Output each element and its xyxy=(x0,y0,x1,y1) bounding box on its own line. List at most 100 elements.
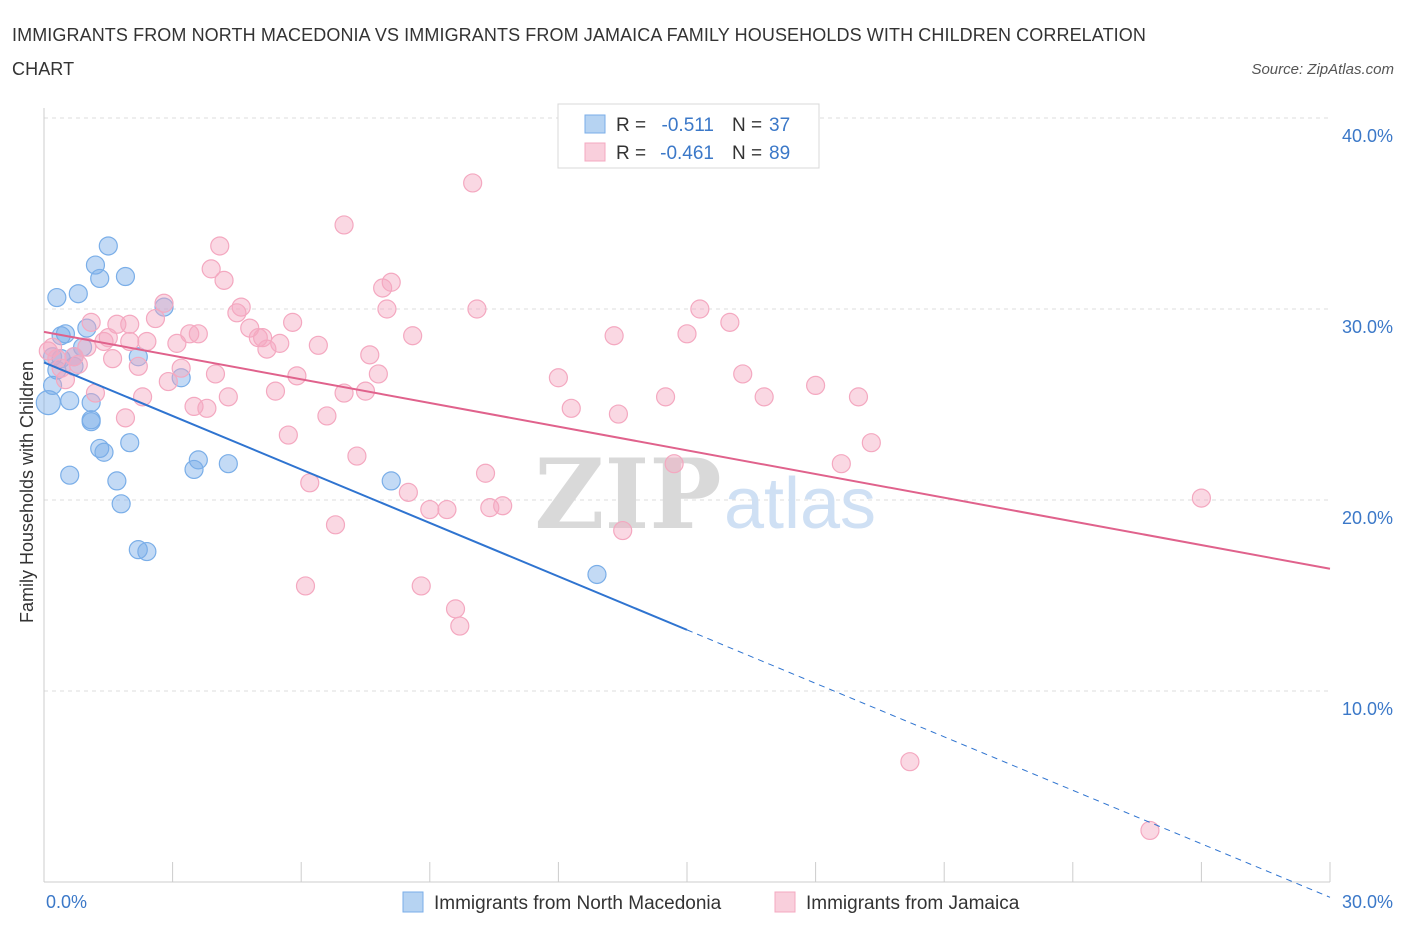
legend-n-label-0: N = xyxy=(732,115,762,136)
point-jamaica-85 xyxy=(848,387,869,407)
point-macedonia-4 xyxy=(47,287,67,308)
legend: R = -0.511 N = 37 R = -0.461 N = 89 xyxy=(557,103,820,169)
point-jamaica-58 xyxy=(381,272,401,292)
legend-n-value-0: 37 xyxy=(769,115,790,136)
bottom-legend: Immigrants from North Macedonia Immigrant… xyxy=(402,891,1020,914)
grid-lines xyxy=(44,117,1330,692)
axes xyxy=(43,108,1331,883)
point-jamaica-62 xyxy=(420,499,440,520)
point-jamaica-44 xyxy=(287,366,307,386)
point-jamaica-60 xyxy=(403,326,423,346)
point-macedonia-7 xyxy=(60,465,80,485)
point-jamaica-45 xyxy=(295,576,316,596)
point-jamaica-16 xyxy=(120,314,140,334)
point-jamaica-20 xyxy=(145,308,166,329)
bottom-legend-label-0: Immigrants from North Macedonia xyxy=(434,893,722,914)
point-jamaica-73 xyxy=(604,326,624,346)
tick-labels: 10.0% 20.0% 30.0% 40.0% 0.0% 30.0% xyxy=(46,126,1393,912)
point-macedonia-23 xyxy=(111,494,131,514)
point-jamaica-31 xyxy=(210,236,230,256)
trend-line-macedonia xyxy=(43,361,688,631)
y-tick-label-20: 20.0% xyxy=(1342,508,1393,528)
point-jamaica-81 xyxy=(733,364,753,384)
point-jamaica-51 xyxy=(334,215,354,235)
point-jamaica-17 xyxy=(128,356,148,376)
point-macedonia-16 xyxy=(81,392,101,413)
point-macedonia-35 xyxy=(587,564,607,585)
point-jamaica-29 xyxy=(201,259,221,279)
point-jamaica-55 xyxy=(368,364,388,384)
point-jamaica-67 xyxy=(467,299,487,319)
point-macedonia-34 xyxy=(381,471,401,491)
point-jamaica-89 xyxy=(1191,488,1212,508)
legend-r-value-1: -0.461 xyxy=(660,143,714,164)
point-jamaica-74 xyxy=(608,404,629,424)
point-jamaica-61 xyxy=(411,576,431,596)
point-macedonia-32 xyxy=(188,450,208,470)
point-jamaica-75 xyxy=(613,520,633,541)
point-jamaica-63 xyxy=(437,499,457,520)
point-jamaica-77 xyxy=(664,454,684,474)
point-jamaica-12 xyxy=(102,349,123,369)
point-macedonia-18 xyxy=(90,268,110,289)
point-jamaica-70 xyxy=(493,496,513,516)
watermark-atlas: atlas xyxy=(724,464,876,544)
point-jamaica-52 xyxy=(347,446,367,466)
point-macedonia-28 xyxy=(137,541,157,562)
point-jamaica-24 xyxy=(171,358,191,378)
point-jamaica-32 xyxy=(214,270,234,290)
x-tick-label-max: 30.0% xyxy=(1342,892,1393,912)
legend-r-label-1: R = xyxy=(616,143,646,164)
point-jamaica-71 xyxy=(548,368,569,388)
point-jamaica-59 xyxy=(398,482,418,502)
legend-swatch-0 xyxy=(584,114,606,134)
watermark: ZIP atlas xyxy=(534,438,876,551)
point-jamaica-21 xyxy=(154,293,174,313)
point-jamaica-27 xyxy=(188,324,208,344)
y-axis-label: Family Households with Children xyxy=(17,361,37,623)
point-jamaica-42 xyxy=(278,425,298,445)
point-jamaica-79 xyxy=(690,299,710,319)
point-jamaica-43 xyxy=(283,312,303,332)
y-axis-title: Family Households with Children xyxy=(17,361,37,623)
point-macedonia-8 xyxy=(60,391,80,411)
trend-lines xyxy=(43,330,1331,898)
legend-n-value-1: 89 xyxy=(769,143,790,164)
point-jamaica-65 xyxy=(450,616,470,636)
point-jamaica-6 xyxy=(68,354,88,374)
point-jamaica-57 xyxy=(377,299,397,319)
data-points xyxy=(35,173,1212,841)
point-jamaica-8 xyxy=(81,312,101,332)
point-jamaica-23 xyxy=(167,333,187,353)
point-jamaica-80 xyxy=(720,312,740,332)
bottom-legend-swatch-1 xyxy=(774,891,796,913)
point-jamaica-84 xyxy=(831,454,851,474)
point-jamaica-49 xyxy=(325,515,346,535)
point-jamaica-83 xyxy=(805,375,826,395)
point-macedonia-24 xyxy=(115,266,136,287)
point-jamaica-82 xyxy=(754,387,774,407)
trend-line-jamaica xyxy=(43,330,1331,570)
point-jamaica-14 xyxy=(115,408,136,428)
chart-title: IMMIGRANTS FROM NORTH MACEDONIA VS IMMIG… xyxy=(12,25,1146,79)
point-jamaica-30 xyxy=(205,364,226,384)
y-tick-label-30: 30.0% xyxy=(1342,317,1393,337)
legend-swatch-1 xyxy=(584,142,606,162)
legend-r-value-0: -0.511 xyxy=(662,115,714,136)
watermark-zip: ZIP xyxy=(534,438,721,551)
x-tick-label-min: 0.0% xyxy=(46,892,87,912)
point-macedonia-11 xyxy=(68,284,88,304)
y-tick-label-40: 40.0% xyxy=(1342,126,1393,146)
point-jamaica-28 xyxy=(197,398,217,418)
point-jamaica-78 xyxy=(677,324,697,344)
point-jamaica-72 xyxy=(561,398,581,418)
point-jamaica-48 xyxy=(317,406,337,426)
point-jamaica-38 xyxy=(253,328,273,348)
point-macedonia-33 xyxy=(218,454,238,474)
point-macedonia-21 xyxy=(98,236,118,256)
point-jamaica-19 xyxy=(137,331,157,352)
point-macedonia-15 xyxy=(81,412,101,432)
bottom-legend-label-1: Immigrants from Jamaica xyxy=(806,893,1020,914)
point-jamaica-22 xyxy=(158,371,178,392)
point-jamaica-76 xyxy=(655,387,676,407)
